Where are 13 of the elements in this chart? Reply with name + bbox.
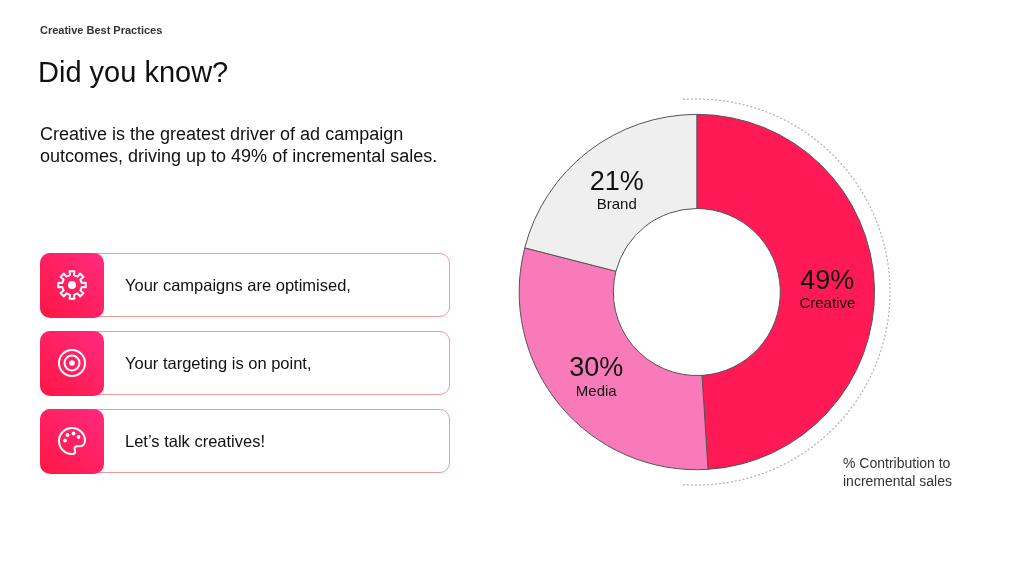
slice-label: Creative — [799, 294, 856, 312]
text: Did you know? — [38, 56, 229, 89]
card-panel: Your targeting is on point, — [40, 331, 450, 395]
card-panel: Your campaigns are optimised, — [40, 253, 450, 317]
slice-label: Brand — [596, 195, 637, 213]
card-panel: Let’s talk creatives! — [40, 409, 450, 473]
text: % Contribution to incremental sales — [843, 454, 953, 490]
data-label: 49% — [800, 264, 855, 295]
data-label: 30% — [569, 352, 624, 383]
text: Creative is the greatest driver of ad campaign outcomes, driving up to 49% of incremental sales. — [40, 123, 439, 167]
data-label: 21% — [589, 165, 644, 196]
text: Creative Best Practices — [40, 24, 163, 36]
slice-label: Media — [575, 381, 618, 399]
